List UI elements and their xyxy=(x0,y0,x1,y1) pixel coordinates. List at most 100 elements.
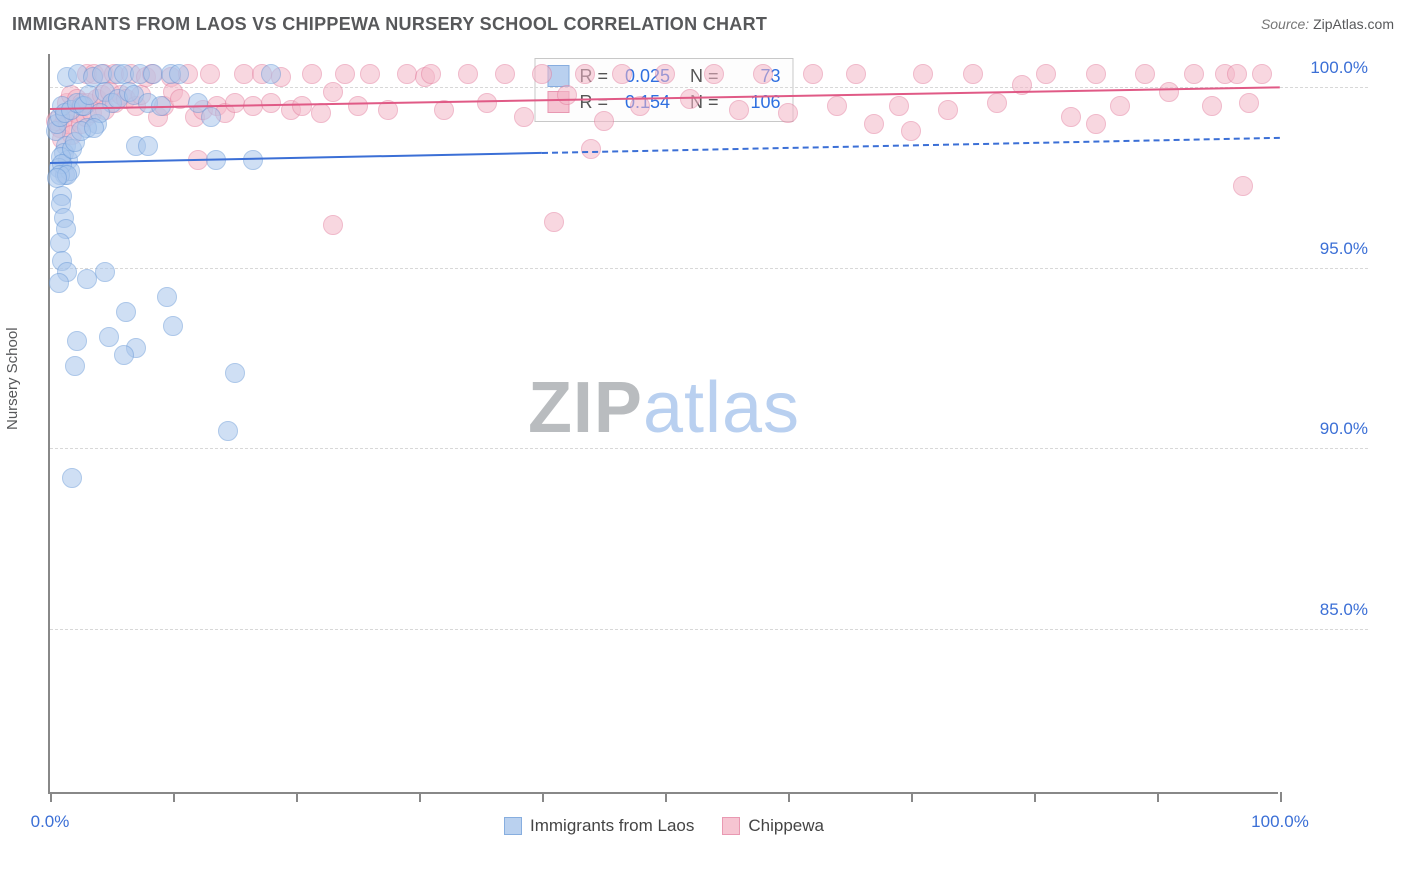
x-tick xyxy=(296,792,298,802)
y-tick-label: 100.0% xyxy=(1288,58,1368,78)
data-point xyxy=(65,356,85,376)
data-point xyxy=(655,64,675,84)
gridline xyxy=(50,448,1368,449)
data-point xyxy=(581,139,601,159)
data-point xyxy=(292,96,312,116)
x-tick xyxy=(173,792,175,802)
data-point xyxy=(1061,107,1081,127)
data-point xyxy=(753,64,773,84)
data-point xyxy=(49,273,69,293)
data-point xyxy=(323,215,343,235)
trend-line xyxy=(50,152,542,164)
data-point xyxy=(987,93,1007,113)
data-point xyxy=(261,64,281,84)
source-credit: Source: ZipAtlas.com xyxy=(1261,16,1394,32)
gridline xyxy=(50,629,1368,630)
x-tick xyxy=(50,792,52,802)
data-point xyxy=(889,96,909,116)
data-point xyxy=(1239,93,1259,113)
x-tick xyxy=(1034,792,1036,802)
data-point xyxy=(99,327,119,347)
data-point xyxy=(47,168,67,188)
watermark: ZIPatlas xyxy=(528,367,800,449)
data-point xyxy=(169,64,189,84)
data-point xyxy=(360,64,380,84)
data-point xyxy=(1159,82,1179,102)
y-tick-label: 95.0% xyxy=(1288,239,1368,259)
data-point xyxy=(963,64,983,84)
data-point xyxy=(302,64,322,84)
data-point xyxy=(225,93,245,113)
x-tick xyxy=(419,792,421,802)
data-point xyxy=(225,363,245,383)
legend-item: Immigrants from Laos xyxy=(504,816,694,836)
data-point xyxy=(335,64,355,84)
data-point xyxy=(557,85,577,105)
data-point xyxy=(938,100,958,120)
y-tick-label: 90.0% xyxy=(1288,419,1368,439)
x-tick xyxy=(1280,792,1282,802)
data-point xyxy=(544,212,564,232)
data-point xyxy=(1135,64,1155,84)
data-point xyxy=(1036,64,1056,84)
data-point xyxy=(201,107,221,127)
scatter-plot-area: ZIPatlas R =0.025N =73R =0.154N =106 Imm… xyxy=(48,54,1278,794)
data-point xyxy=(1233,176,1253,196)
data-point xyxy=(261,93,281,113)
data-point xyxy=(77,269,97,289)
data-point xyxy=(243,150,263,170)
data-point xyxy=(311,103,331,123)
data-point xyxy=(778,103,798,123)
data-point xyxy=(477,93,497,113)
y-axis-label: Nursery School xyxy=(4,327,21,430)
data-point xyxy=(1227,64,1247,84)
series-legend: Immigrants from Laos Chippewa xyxy=(504,816,824,836)
data-point xyxy=(114,345,134,365)
data-point xyxy=(575,64,595,84)
data-point xyxy=(901,121,921,141)
data-point xyxy=(514,107,534,127)
data-point xyxy=(495,64,515,84)
data-point xyxy=(680,89,700,109)
data-point xyxy=(1202,96,1222,116)
data-point xyxy=(803,64,823,84)
data-point xyxy=(1086,114,1106,134)
data-point xyxy=(348,96,368,116)
data-point xyxy=(84,118,104,138)
x-tick-label: 100.0% xyxy=(1251,812,1309,832)
data-point xyxy=(116,302,136,322)
legend-swatch xyxy=(504,817,522,835)
gridline xyxy=(50,268,1368,269)
data-point xyxy=(729,100,749,120)
data-point xyxy=(1110,96,1130,116)
x-tick xyxy=(542,792,544,802)
data-point xyxy=(421,64,441,84)
data-point xyxy=(864,114,884,134)
legend-swatch xyxy=(722,817,740,835)
data-point xyxy=(67,331,87,351)
x-tick xyxy=(788,792,790,802)
data-point xyxy=(218,421,238,441)
data-point xyxy=(913,64,933,84)
data-point xyxy=(1252,64,1272,84)
data-point xyxy=(458,64,478,84)
data-point xyxy=(594,111,614,131)
x-tick xyxy=(665,792,667,802)
data-point xyxy=(163,316,183,336)
chart-title: IMMIGRANTS FROM LAOS VS CHIPPEWA NURSERY… xyxy=(12,14,767,34)
data-point xyxy=(95,262,115,282)
x-tick xyxy=(911,792,913,802)
data-point xyxy=(200,64,220,84)
data-point xyxy=(1086,64,1106,84)
data-point xyxy=(138,136,158,156)
data-point xyxy=(62,468,82,488)
data-point xyxy=(323,82,343,102)
data-point xyxy=(704,64,724,84)
legend-item: Chippewa xyxy=(722,816,824,836)
data-point xyxy=(532,64,552,84)
x-tick-label: 0.0% xyxy=(31,812,70,832)
data-point xyxy=(846,64,866,84)
data-point xyxy=(50,233,70,253)
data-point xyxy=(1184,64,1204,84)
data-point xyxy=(157,287,177,307)
